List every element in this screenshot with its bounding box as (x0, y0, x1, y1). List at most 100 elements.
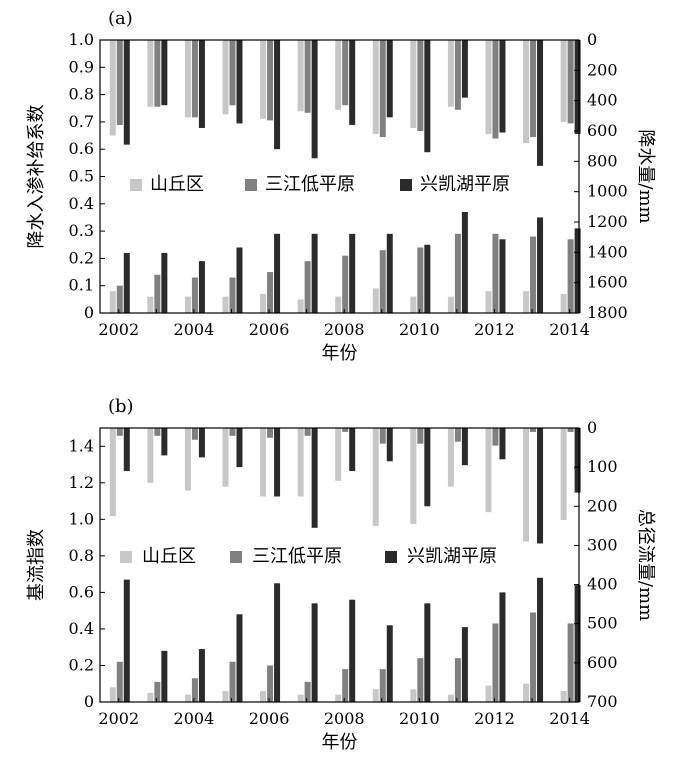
bar-1-2005 (222, 296, 229, 313)
bar2-3-2008 (349, 40, 356, 125)
bar-1-2012 (485, 291, 492, 313)
bar2-1-2012 (485, 428, 492, 513)
x-axis-label: 年份 (322, 343, 358, 364)
legend-swatch (400, 179, 412, 191)
bar-1-2003 (147, 692, 154, 702)
bar-1-2004 (184, 694, 191, 702)
bar-3-2006 (274, 233, 281, 313)
bar2-1-2008 (335, 428, 342, 481)
bar2-1-2011 (447, 428, 454, 487)
bar2-1-2012 (485, 40, 492, 135)
bar2-1-2007 (297, 40, 304, 112)
y2-tick-label: 0 (587, 418, 597, 437)
bar2-3-2005 (236, 40, 243, 124)
bar2-1-2014 (560, 428, 567, 520)
bar2-3-2005 (236, 428, 243, 468)
bar2-2-2009 (379, 428, 386, 444)
bar2-1-2005 (222, 40, 229, 115)
bar-3-2012 (499, 239, 506, 313)
bar2-1-2004 (184, 428, 191, 491)
bar-2-2005 (229, 661, 236, 702)
y-tick-label: 1.0 (69, 509, 94, 528)
bar2-2-2005 (229, 40, 236, 106)
bar2-3-2014 (574, 40, 581, 135)
bar2-1-2008 (335, 40, 342, 110)
y-tick-label: 0.4 (69, 619, 94, 638)
bar-1-2006 (260, 293, 267, 313)
x-tick-label: 2014 (549, 320, 590, 339)
y-tick-label: 0.8 (69, 85, 94, 104)
bar2-1-2007 (297, 428, 304, 497)
legend-swatch (130, 179, 142, 191)
y-tick-label: 0.2 (69, 655, 94, 674)
bar2-1-2004 (184, 40, 191, 118)
bar2-2-2004 (191, 428, 198, 440)
y2-tick-label: 1200 (587, 212, 628, 231)
x-tick-label: 2010 (399, 320, 440, 339)
bar2-2-2008 (342, 40, 349, 106)
y2-tick-label: 600 (587, 653, 618, 672)
y2-tick-label: 1400 (587, 242, 628, 261)
x-tick-label: 2006 (249, 320, 290, 339)
bar2-2-2006 (267, 428, 274, 438)
y-tick-label: 1.0 (69, 30, 94, 49)
bar2-1-2014 (560, 40, 567, 122)
bar-2-2010 (417, 247, 424, 313)
bar2-2-2013 (530, 40, 537, 138)
bar2-1-2009 (372, 40, 379, 135)
legend-swatch (385, 551, 397, 563)
bar-1-2007 (297, 694, 304, 702)
bar-1-2013 (523, 683, 530, 702)
legend-label: 兴凯湖平原 (407, 546, 497, 567)
legend-label: 三江低平原 (252, 546, 342, 567)
bar2-1-2009 (372, 428, 379, 526)
bar-2-2014 (567, 623, 574, 702)
y2-axis-label: 降水量/mm (635, 129, 656, 223)
bar-3-2009 (386, 233, 393, 313)
bar-2-2003 (154, 681, 161, 702)
bar2-3-2012 (499, 40, 506, 133)
y2-tick-label: 0 (587, 30, 597, 49)
bar-2-2002 (116, 661, 123, 702)
bar2-3-2006 (274, 40, 281, 150)
bar-2-2007 (304, 261, 311, 313)
y2-tick-label: 400 (587, 575, 618, 594)
bar2-3-2007 (311, 40, 318, 159)
y2-tick-label: 100 (587, 457, 618, 476)
bar-3-2011 (461, 211, 468, 313)
bar-1-2012 (485, 685, 492, 702)
legend-swatch (120, 551, 132, 563)
bar-2-2008 (342, 255, 349, 313)
bar2-1-2010 (410, 428, 417, 524)
y-tick-label: 1.4 (69, 436, 94, 455)
bar2-3-2011 (461, 40, 468, 98)
bar2-2-2002 (116, 40, 123, 125)
legend-label: 三江低平原 (265, 174, 355, 195)
bar-2-2012 (492, 233, 499, 313)
bar2-1-2003 (147, 40, 154, 107)
bar2-2-2004 (191, 40, 198, 118)
bar2-3-2003 (161, 40, 168, 106)
y2-tick-label: 800 (587, 151, 618, 170)
bar2-3-2009 (386, 428, 393, 462)
bar-2-2009 (379, 250, 386, 313)
y2-tick-label: 1600 (587, 273, 628, 292)
x-axis-label: 年份 (322, 732, 358, 753)
y-tick-label: 0.8 (69, 546, 94, 565)
bar-1-2014 (560, 691, 567, 702)
bar2-1-2002 (109, 428, 116, 517)
bar2-3-2009 (386, 40, 393, 118)
bar-1-2003 (147, 296, 154, 313)
bar2-2-2012 (492, 428, 499, 446)
bar-2-2002 (116, 285, 123, 313)
bar-1-2007 (297, 299, 304, 313)
bar2-1-2005 (222, 428, 229, 487)
bar2-3-2010 (424, 428, 431, 507)
y-tick-label: 0.1 (69, 276, 94, 295)
bar2-2-2003 (154, 40, 161, 107)
y-tick-label: 0.7 (69, 112, 94, 131)
x-tick-label: 2014 (549, 709, 590, 728)
bar2-1-2002 (109, 40, 116, 136)
legend-swatch (230, 551, 242, 563)
bar2-2-2005 (229, 428, 236, 436)
